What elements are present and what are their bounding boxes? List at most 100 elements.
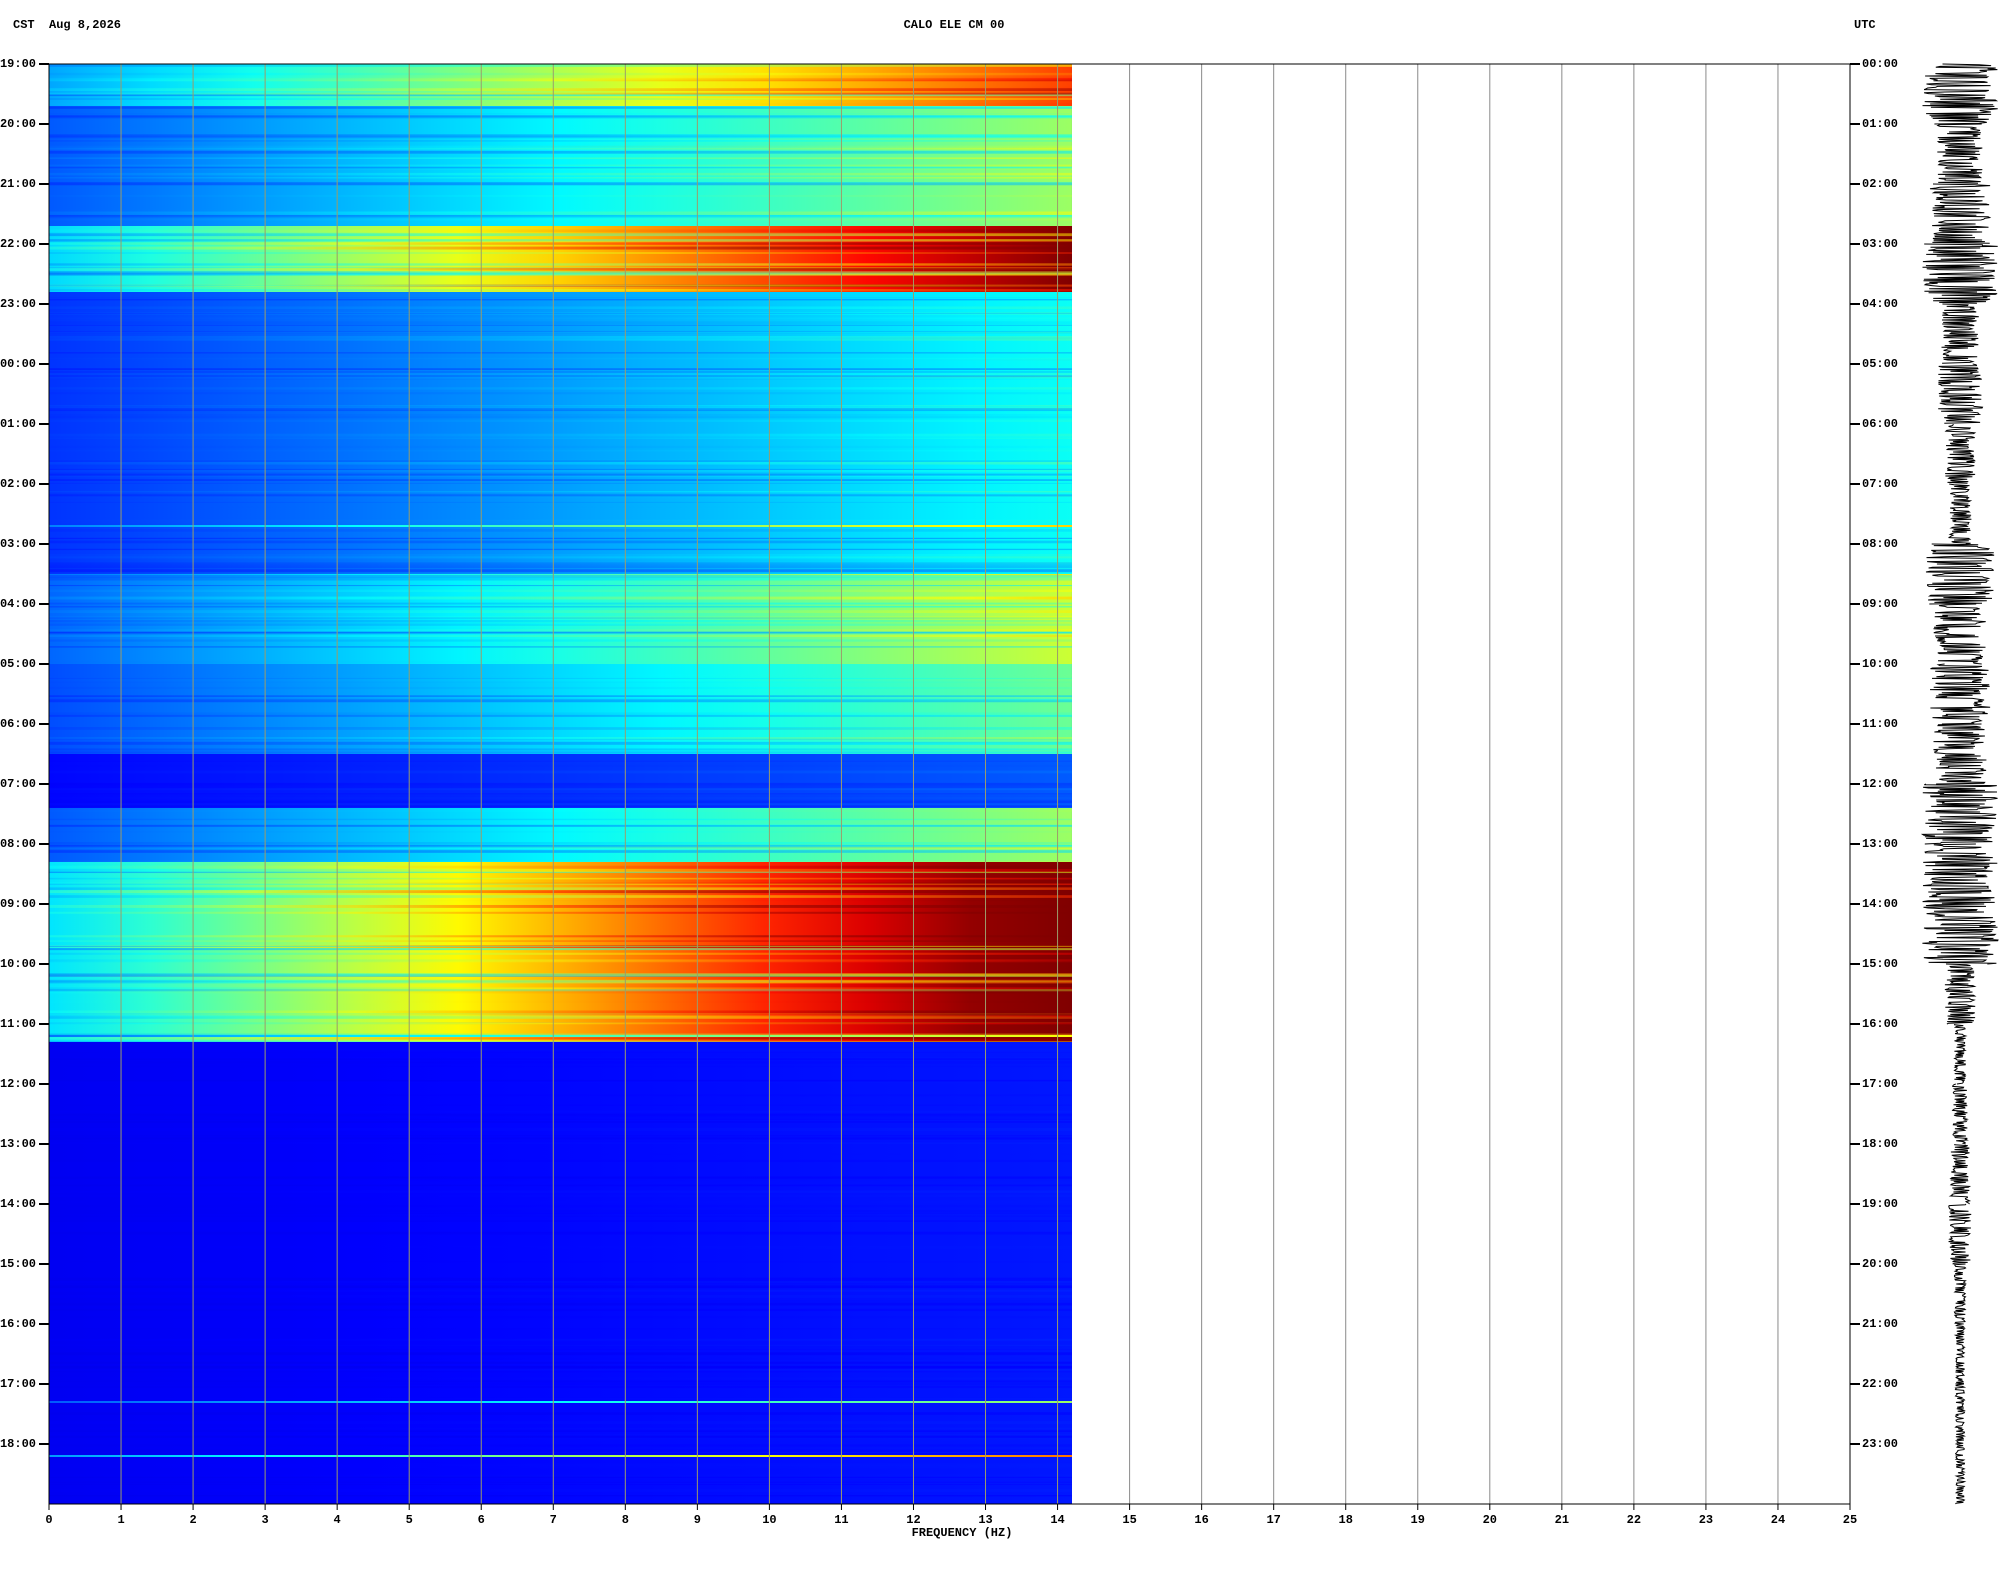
spectrogram-streak <box>49 646 1072 647</box>
spectrogram-streak <box>49 215 1072 218</box>
x-tick-label: 5 <box>406 1513 413 1527</box>
spectrogram-streak <box>49 953 1072 955</box>
spectrogram-streak <box>49 182 1072 185</box>
spectrogram-streak <box>49 850 1072 853</box>
spectrogram-streak <box>49 1048 1072 1051</box>
spectrogram-streak <box>49 1023 1072 1024</box>
spectrogram-streak <box>49 1479 1072 1481</box>
spectrogram-streak <box>49 420 1072 422</box>
spectrogram-streak <box>49 538 1072 539</box>
spectrogram-streak <box>49 1232 1072 1235</box>
spectrogram-streak <box>49 845 1072 847</box>
spectrogram-streak <box>49 268 1072 271</box>
spectrogram-streak <box>49 1281 1072 1283</box>
spectrogram-streak <box>49 173 1072 175</box>
spectrogram-streak <box>49 332 1072 333</box>
x-tick-label: 21 <box>1555 1513 1569 1527</box>
spectrogram-streak <box>49 1439 1072 1442</box>
spectrogram-streak <box>49 1061 1072 1064</box>
spectrogram-streak <box>49 935 1072 937</box>
spectrogram-streak <box>49 1058 1072 1060</box>
spectrogram-streak <box>49 1210 1072 1213</box>
spectrogram-streak <box>49 1128 1072 1131</box>
spectrogram-band <box>49 808 1072 862</box>
spectrogram-streak <box>49 1475 1072 1477</box>
spectrogram-streak <box>49 1066 1072 1068</box>
spectrogram-streak <box>49 1261 1072 1263</box>
spectrogram-streak <box>49 606 1072 608</box>
spectrogram-streak <box>49 1316 1072 1318</box>
spectrogram-streak <box>49 748 1072 750</box>
spectrogram-streak <box>49 474 1072 476</box>
spectrogram-streak <box>49 718 1072 720</box>
spectrogram-streak <box>49 146 1072 148</box>
spectrogram-streak <box>49 103 1072 105</box>
spectrogram-streak <box>49 569 1072 572</box>
spectrogram-streak <box>49 1185 1072 1187</box>
spectrogram-streak <box>49 1105 1072 1106</box>
spectral-line <box>49 1401 1072 1403</box>
spectrogram-streak <box>49 743 1072 745</box>
spectrogram-streak <box>49 620 1072 622</box>
spectrogram-streak <box>49 828 1072 830</box>
spectrogram-streak <box>49 890 1072 893</box>
spectrogram-streak <box>49 1179 1072 1182</box>
spectrogram-streak <box>49 377 1072 380</box>
spectrogram-streak <box>49 869 1072 872</box>
spectrogram-streak <box>49 93 1072 95</box>
spectrogram-streak <box>49 1446 1072 1447</box>
spectral-line <box>49 1455 1072 1457</box>
spectrogram-streak <box>49 239 1072 241</box>
spectrogram-streak <box>49 973 1072 975</box>
spectrogram-streak <box>49 554 1072 556</box>
spectrogram-streak <box>49 1309 1072 1311</box>
spectrogram-streak <box>49 271 1072 274</box>
x-tick-label: 7 <box>550 1513 557 1527</box>
spectrogram-streak <box>49 982 1072 983</box>
x-tick-label: 24 <box>1771 1513 1785 1527</box>
spectrogram-streak <box>49 783 1072 786</box>
spectrogram-streak <box>49 285 1072 287</box>
spectrogram-streak <box>49 556 1072 557</box>
spectrogram-streak <box>49 106 1072 108</box>
spectrogram-streak <box>49 529 1072 532</box>
spectrogram-streak <box>49 339 1072 341</box>
spectrogram-streak <box>49 289 1072 292</box>
spectrogram-streak <box>49 373 1072 375</box>
spectrogram-streak <box>49 496 1072 498</box>
spectrogram-streak <box>49 195 1072 197</box>
spectrogram-streak <box>49 1378 1072 1380</box>
spectrogram-streak <box>49 1011 1072 1014</box>
spectrogram-streak <box>49 1283 1072 1284</box>
spectrogram-streak <box>49 1427 1072 1428</box>
spectrogram-streak <box>49 1450 1072 1452</box>
spectrogram-streak <box>49 698 1072 699</box>
spectrogram-streak <box>49 715 1072 716</box>
spectrogram-streak <box>49 541 1072 544</box>
spectrogram-streak <box>49 1462 1072 1463</box>
spectrogram-streak <box>49 819 1072 820</box>
spectrogram-streak <box>49 990 1072 992</box>
spectrogram-streak <box>49 884 1072 885</box>
spectrogram-streak <box>49 1081 1072 1082</box>
x-tick-label: 9 <box>694 1513 701 1527</box>
spectrogram-streak <box>49 585 1072 586</box>
spectrogram-streak <box>49 1495 1072 1496</box>
spectrogram-streak <box>49 336 1072 339</box>
spectrogram-streak <box>49 375 1072 377</box>
spectrogram-streak <box>49 1328 1072 1329</box>
spectrogram-streak <box>49 157 1072 159</box>
spectrogram-band <box>49 664 1072 754</box>
spectrogram-streak <box>49 371 1072 372</box>
spectrogram-streak <box>49 392 1072 394</box>
spectrogram-streak <box>49 491 1072 493</box>
spectrogram-streak <box>49 1399 1072 1401</box>
spectrogram-streak <box>49 1001 1072 1003</box>
spectrogram-streak <box>49 168 1072 170</box>
spectrogram-streak <box>49 1015 1072 1017</box>
spectrogram-streak <box>49 1421 1072 1424</box>
spectrogram-streak <box>49 590 1072 593</box>
spectrogram-streak <box>49 1386 1072 1388</box>
spectrogram-streak <box>49 1489 1072 1492</box>
spectrogram-streak <box>49 712 1072 715</box>
